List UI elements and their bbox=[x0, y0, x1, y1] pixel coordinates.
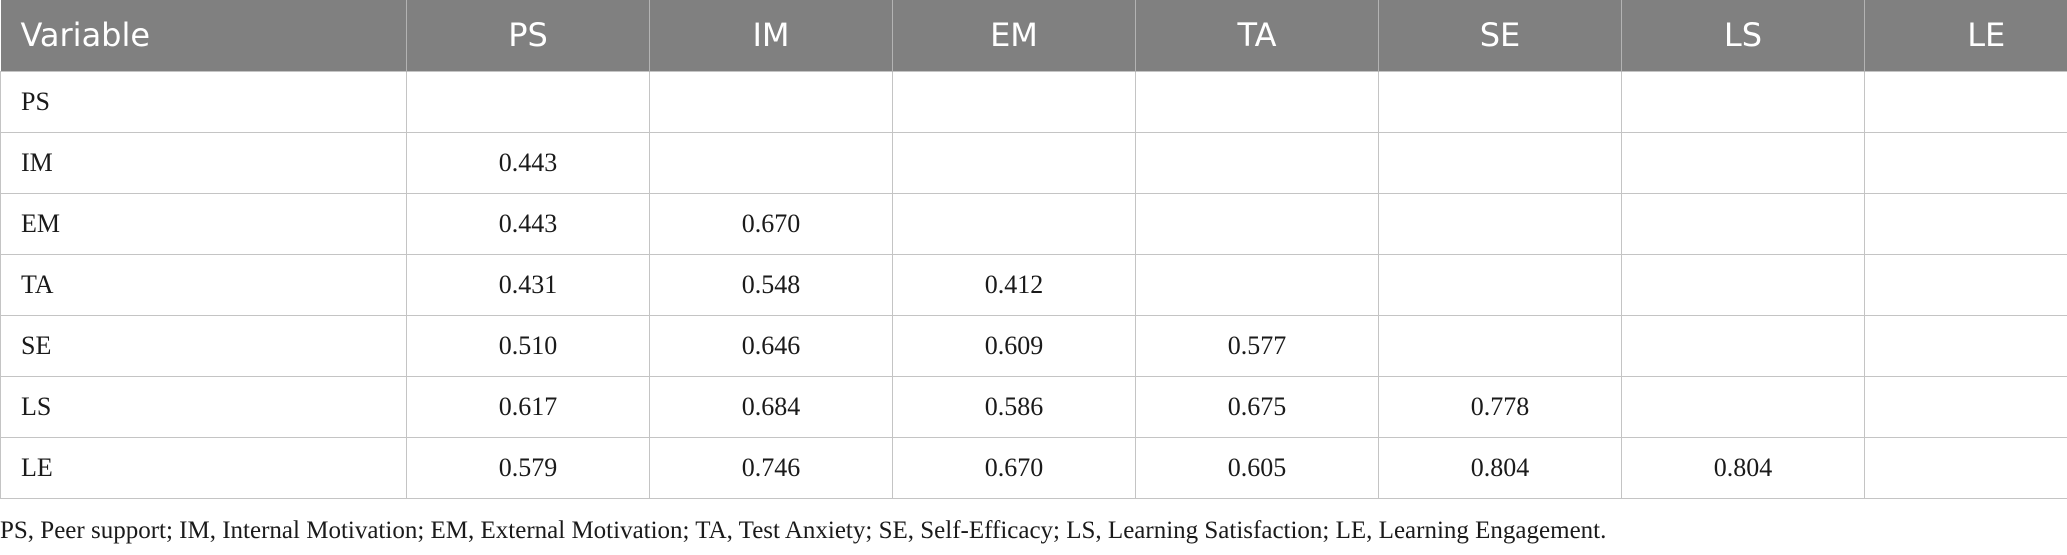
table-cell bbox=[1378, 253, 1622, 316]
table-cell bbox=[892, 70, 1136, 133]
table-body: PS IM 0.443 EM 0.443 0.670 TA 0.431 0.548 0.412 SE… bbox=[0, 70, 2067, 499]
column-header-em: EM bbox=[892, 0, 1136, 71]
table-cell: 0.443 bbox=[406, 192, 650, 255]
row-label: IM bbox=[0, 131, 407, 194]
table-row: IM 0.443 bbox=[0, 131, 2067, 194]
table-row: LE 0.579 0.746 0.670 0.605 0.804 0.804 bbox=[0, 436, 2067, 499]
table-cell: 0.609 bbox=[892, 314, 1136, 377]
table-cell: 0.431 bbox=[406, 253, 650, 316]
table-footnote: PS, Peer support; IM, Internal Motivatio… bbox=[0, 517, 1607, 544]
table-row: SE 0.510 0.646 0.609 0.577 bbox=[0, 314, 2067, 377]
table-cell: 0.548 bbox=[649, 253, 893, 316]
correlation-table: Variable PS IM EM TA SE LS LE PS IM 0.443 EM 0.443 0… bbox=[0, 0, 2067, 499]
table-cell bbox=[1135, 70, 1379, 133]
table-cell bbox=[1135, 131, 1379, 194]
table-cell bbox=[892, 192, 1136, 255]
table-cell bbox=[1621, 375, 1865, 438]
row-label: LS bbox=[0, 375, 407, 438]
table-cell bbox=[1621, 70, 1865, 133]
table-cell bbox=[1621, 131, 1865, 194]
column-header-im: IM bbox=[649, 0, 893, 71]
column-header-variable: Variable bbox=[0, 0, 407, 71]
table-cell bbox=[1864, 375, 2067, 438]
table-cell bbox=[1378, 314, 1622, 377]
table-cell: 0.412 bbox=[892, 253, 1136, 316]
table-cell bbox=[649, 70, 893, 133]
table-cell bbox=[1864, 436, 2067, 499]
table-cell bbox=[1378, 131, 1622, 194]
correlation-table-container: Variable PS IM EM TA SE LS LE PS IM 0.443 EM 0.443 0… bbox=[0, 0, 2067, 499]
table-cell: 0.579 bbox=[406, 436, 650, 499]
table-cell: 0.778 bbox=[1378, 375, 1622, 438]
row-label: SE bbox=[0, 314, 407, 377]
column-header-le: LE bbox=[1864, 0, 2067, 71]
table-cell bbox=[1135, 253, 1379, 316]
header-row: Variable PS IM EM TA SE LS LE bbox=[0, 0, 2067, 71]
table-cell: 0.670 bbox=[892, 436, 1136, 499]
row-label: PS bbox=[0, 70, 407, 133]
row-label: EM bbox=[0, 192, 407, 255]
table-header: Variable PS IM EM TA SE LS LE bbox=[0, 0, 2067, 71]
table-cell bbox=[1864, 70, 2067, 133]
table-cell bbox=[1864, 253, 2067, 316]
table-cell bbox=[649, 131, 893, 194]
table-cell: 0.617 bbox=[406, 375, 650, 438]
table-cell: 0.646 bbox=[649, 314, 893, 377]
row-label: LE bbox=[0, 436, 407, 499]
column-header-ps: PS bbox=[406, 0, 650, 71]
table-cell: 0.443 bbox=[406, 131, 650, 194]
table-cell bbox=[1621, 314, 1865, 377]
table-row: EM 0.443 0.670 bbox=[0, 192, 2067, 255]
table-cell: 0.605 bbox=[1135, 436, 1379, 499]
table-cell bbox=[1621, 192, 1865, 255]
table-cell bbox=[406, 70, 650, 133]
table-cell: 0.670 bbox=[649, 192, 893, 255]
column-header-se: SE bbox=[1378, 0, 1622, 71]
table-cell: 0.746 bbox=[649, 436, 893, 499]
table-cell bbox=[1621, 253, 1865, 316]
table-cell: 0.804 bbox=[1621, 436, 1865, 499]
table-cell bbox=[1378, 70, 1622, 133]
table-cell bbox=[1864, 131, 2067, 194]
table-cell: 0.577 bbox=[1135, 314, 1379, 377]
table-cell: 0.586 bbox=[892, 375, 1136, 438]
table-cell: 0.804 bbox=[1378, 436, 1622, 499]
table-cell: 0.675 bbox=[1135, 375, 1379, 438]
table-cell bbox=[1864, 192, 2067, 255]
row-label: TA bbox=[0, 253, 407, 316]
table-cell bbox=[892, 131, 1136, 194]
column-header-ta: TA bbox=[1135, 0, 1379, 71]
table-cell bbox=[1864, 314, 2067, 377]
table-cell bbox=[1378, 192, 1622, 255]
table-row: PS bbox=[0, 70, 2067, 133]
table-row: LS 0.617 0.684 0.586 0.675 0.778 bbox=[0, 375, 2067, 438]
column-header-ls: LS bbox=[1621, 0, 1865, 71]
table-cell: 0.684 bbox=[649, 375, 893, 438]
table-row: TA 0.431 0.548 0.412 bbox=[0, 253, 2067, 316]
table-cell: 0.510 bbox=[406, 314, 650, 377]
table-cell bbox=[1135, 192, 1379, 255]
